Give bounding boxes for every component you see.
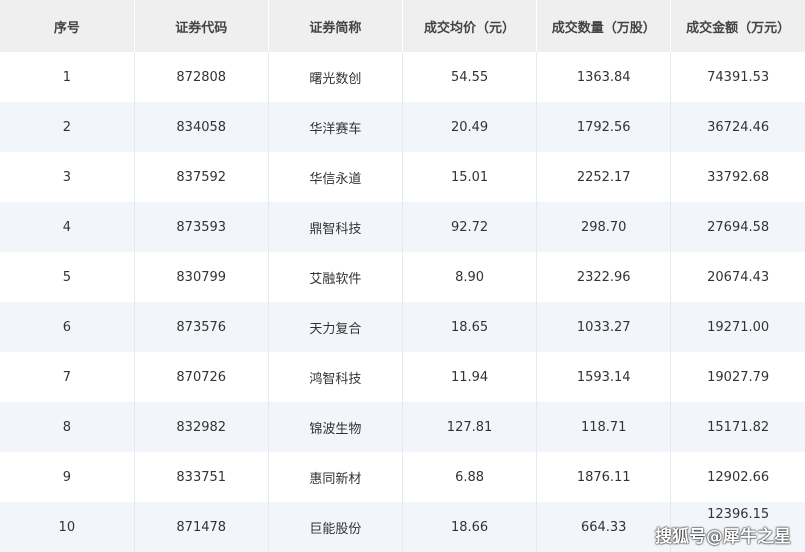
table-row: 3 837592 华信永道 15.01 2252.17 33792.68 [0, 152, 805, 202]
table-cell: 837592 [134, 152, 269, 202]
table-cell: 20674.43 [707, 269, 770, 285]
table-cell: 54.55 [402, 52, 538, 102]
table-cell: 127.81 [402, 402, 538, 452]
table-cell: 华洋赛车 [268, 102, 403, 152]
table-cell: 8.90 [402, 252, 538, 302]
table-cell: 2252.17 [536, 152, 672, 202]
table-cell: 11.94 [402, 352, 538, 402]
table-cell: 1792.56 [536, 102, 672, 152]
table-row: 2 834058 华洋赛车 20.49 1792.56 36724.46 [0, 102, 805, 152]
table-cell: 9 [0, 452, 135, 502]
table-cell: 4 [0, 202, 135, 252]
table-cell: 15171.82 [670, 402, 805, 452]
table-cell: 1593.14 [536, 352, 672, 402]
column-header: 成交金额（万元） [670, 0, 805, 52]
table-cell: 7 [0, 352, 135, 402]
table-row: 7 870726 鸿智科技 11.94 1593.14 19027.79 [0, 352, 805, 402]
table-cell: 298.70 [536, 202, 672, 252]
table-cell: 830799 [134, 252, 269, 302]
table-row: 8 832982 锦波生物 127.81 118.71 15171.82 [0, 402, 805, 452]
table-row: 10 871478 巨能股份 18.66 664.33 12396.15 [0, 502, 805, 552]
table-cell: 曙光数创 [268, 52, 403, 102]
table-row: 9 833751 惠同新材 6.88 1876.11 12902.66 [0, 452, 805, 502]
column-header: 成交数量（万股） [536, 0, 672, 52]
table-cell: 5 [0, 252, 135, 302]
table-cell: 1033.27 [536, 302, 672, 352]
table-cell: 12396.15 [670, 502, 805, 552]
column-header: 序号 [0, 0, 135, 52]
table-cell: 艾融软件 [268, 252, 403, 302]
table-cell: 2322.96 [536, 252, 672, 302]
table-cell: 天力复合 [268, 302, 403, 352]
table-cell: 2 [0, 102, 135, 152]
table-cell: 3 [0, 152, 135, 202]
table-cell: 19027.79 [707, 369, 770, 385]
table-cell: 鼎智科技 [268, 202, 403, 252]
table-row: 5 830799 艾融软件 8.90 2322.96 20674.43 [0, 252, 805, 302]
table-cell: 6 [0, 302, 135, 352]
table-row: 4 873593 鼎智科技 92.72 298.70 27694.58 [0, 202, 805, 252]
table-cell: 6.88 [402, 452, 538, 502]
column-header: 成交均价（元） [402, 0, 538, 52]
table-cell: 1876.11 [536, 452, 672, 502]
watermark: 搜狐号@犀牛之星 [655, 527, 791, 547]
table-cell: 1363.84 [536, 52, 672, 102]
table-cell: 36724.46 [670, 102, 805, 152]
table-cell: 20.49 [402, 102, 538, 152]
table-cell: 74391.53 [707, 69, 770, 85]
table-cell: 巨能股份 [268, 502, 403, 552]
table-cell: 833751 [134, 452, 269, 502]
table-cell: 18.65 [402, 302, 538, 352]
column-header: 证券代码 [134, 0, 269, 52]
table-cell: 18.66 [402, 502, 538, 552]
table-cell: 871478 [134, 502, 269, 552]
table-cell: 118.71 [536, 402, 672, 452]
column-header: 证券简称 [268, 0, 403, 52]
table-cell: 锦波生物 [268, 402, 403, 452]
header-row: 序号 证券代码 证券简称 成交均价（元） 成交数量（万股） 成交金额（万元） [0, 0, 805, 52]
table-cell: 鸿智科技 [268, 352, 403, 402]
table-cell: 12902.66 [707, 469, 770, 485]
table-row: 1 872808 曙光数创 54.55 1363.84 74391.53 [0, 52, 805, 102]
table-cell: 664.33 [536, 502, 672, 552]
table-cell: 834058 [134, 102, 269, 152]
table-cell: 873593 [134, 202, 269, 252]
table-cell: 1 [0, 52, 135, 102]
table-cell: 19271.00 [670, 302, 805, 352]
table-cell: 8 [0, 402, 135, 452]
table-cell: 832982 [134, 402, 269, 452]
table-cell: 870726 [134, 352, 269, 402]
table-cell: 27694.58 [670, 202, 805, 252]
table-cell: 872808 [134, 52, 269, 102]
table-cell: 惠同新材 [268, 452, 403, 502]
table-cell: 33792.68 [707, 169, 770, 185]
table-row: 6 873576 天力复合 18.65 1033.27 19271.00 [0, 302, 805, 352]
table-cell: 15.01 [402, 152, 538, 202]
table-cell: 华信永道 [268, 152, 403, 202]
table-cell: 873576 [134, 302, 269, 352]
table-cell: 10 [0, 502, 135, 552]
table-cell: 92.72 [402, 202, 538, 252]
